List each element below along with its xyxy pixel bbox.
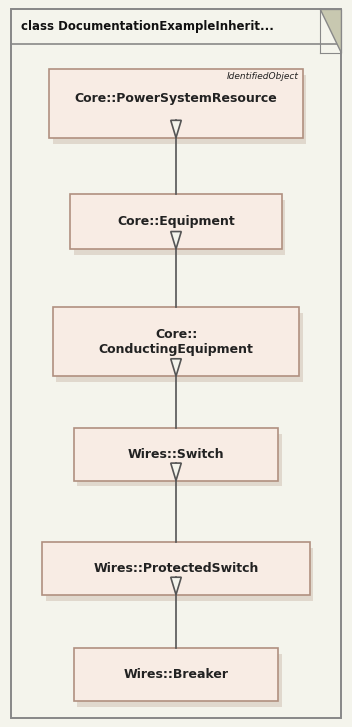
Text: class DocumentationExampleInherit...: class DocumentationExampleInherit...	[21, 20, 274, 33]
Polygon shape	[171, 463, 181, 481]
Polygon shape	[171, 120, 181, 137]
FancyBboxPatch shape	[77, 654, 282, 707]
FancyBboxPatch shape	[11, 9, 341, 718]
FancyBboxPatch shape	[42, 542, 310, 595]
Polygon shape	[171, 358, 181, 377]
FancyBboxPatch shape	[77, 434, 282, 486]
FancyBboxPatch shape	[53, 75, 306, 144]
Polygon shape	[171, 577, 181, 595]
Text: Core::Equipment: Core::Equipment	[117, 215, 235, 228]
FancyBboxPatch shape	[74, 201, 285, 255]
Polygon shape	[171, 231, 181, 249]
FancyBboxPatch shape	[46, 548, 313, 601]
Polygon shape	[320, 9, 341, 53]
FancyBboxPatch shape	[74, 428, 278, 481]
Text: IdentifiedObject: IdentifiedObject	[227, 72, 298, 81]
Text: Wires::Breaker: Wires::Breaker	[124, 668, 228, 681]
FancyBboxPatch shape	[56, 313, 303, 382]
Text: Wires::ProtectedSwitch: Wires::ProtectedSwitch	[93, 562, 259, 575]
Text: Core::PowerSystemResource: Core::PowerSystemResource	[75, 92, 277, 105]
FancyBboxPatch shape	[49, 69, 303, 137]
Text: Wires::Switch: Wires::Switch	[128, 448, 224, 461]
FancyBboxPatch shape	[74, 648, 278, 701]
Text: Core::
ConductingEquipment: Core:: ConductingEquipment	[99, 328, 253, 356]
FancyBboxPatch shape	[53, 307, 299, 377]
FancyBboxPatch shape	[70, 195, 282, 249]
